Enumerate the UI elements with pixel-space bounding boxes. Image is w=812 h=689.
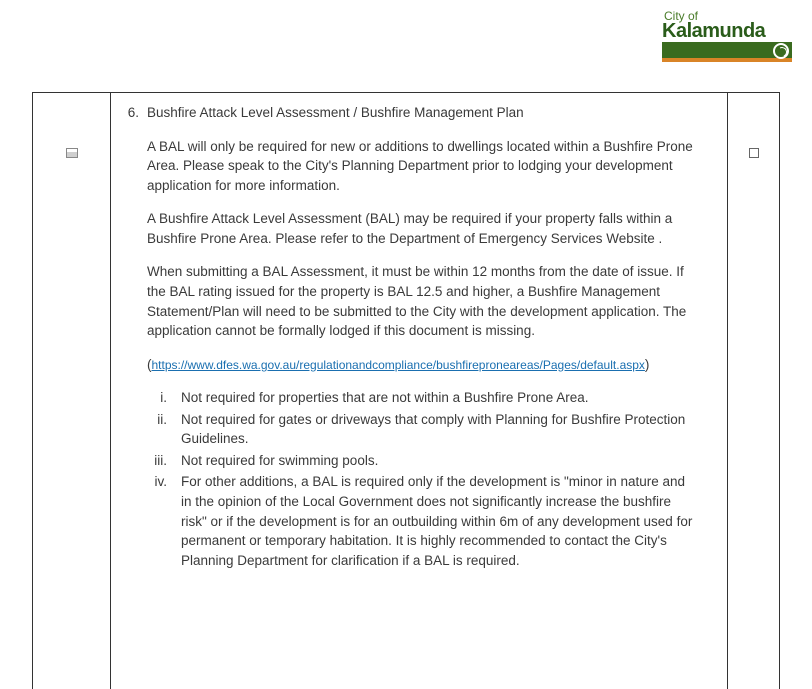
roman-text: For other additions, a BAL is required o… bbox=[181, 472, 699, 570]
checkbox-left-icon[interactable] bbox=[66, 148, 78, 158]
logo-name-text: Kalamunda bbox=[662, 22, 792, 40]
right-checkbox-column bbox=[727, 93, 779, 689]
content-column: 6. Bushfire Attack Level Assessment / Bu… bbox=[111, 93, 727, 689]
item-number: 6. bbox=[123, 103, 147, 123]
roman-text: Not required for swimming pools. bbox=[181, 451, 699, 471]
paragraph-3: When submitting a BAL Assessment, it mus… bbox=[147, 262, 699, 340]
logo-emblem-icon bbox=[773, 43, 789, 59]
roman-numeral: ii. bbox=[147, 410, 181, 449]
left-checkbox-column bbox=[33, 93, 111, 689]
roman-text: Not required for gates or driveways that… bbox=[181, 410, 699, 449]
roman-numeral: iv. bbox=[147, 472, 181, 570]
roman-numeral: iii. bbox=[147, 451, 181, 471]
document-table: 6. Bushfire Attack Level Assessment / Bu… bbox=[32, 92, 780, 689]
paragraph-2: A Bushfire Attack Level Assessment (BAL)… bbox=[147, 209, 699, 248]
list-item: iii. Not required for swimming pools. bbox=[147, 451, 699, 471]
list-item: ii. Not required for gates or driveways … bbox=[147, 410, 699, 449]
logo: City of Kalamunda bbox=[662, 10, 792, 70]
logo-bar bbox=[662, 42, 792, 62]
roman-numeral: i. bbox=[147, 388, 181, 408]
roman-list: i. Not required for properties that are … bbox=[147, 388, 699, 570]
paragraph-1: A BAL will only be required for new or a… bbox=[147, 137, 699, 196]
list-item: i. Not required for properties that are … bbox=[147, 388, 699, 408]
item-title: Bushfire Attack Level Assessment / Bushf… bbox=[147, 103, 524, 123]
checkbox-right-icon[interactable] bbox=[749, 148, 759, 158]
item-heading: 6. Bushfire Attack Level Assessment / Bu… bbox=[123, 103, 699, 123]
roman-text: Not required for properties that are not… bbox=[181, 388, 699, 408]
link-paragraph: (https://www.dfes.wa.gov.au/regulationan… bbox=[147, 355, 699, 375]
dfes-link[interactable]: https://www.dfes.wa.gov.au/regulationand… bbox=[152, 358, 645, 372]
list-item: iv. For other additions, a BAL is requir… bbox=[147, 472, 699, 570]
